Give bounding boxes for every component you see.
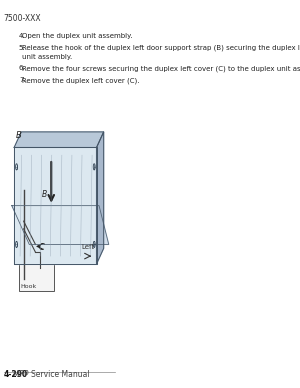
Text: unit assembly.: unit assembly.	[22, 54, 73, 60]
Text: B: B	[15, 131, 21, 140]
Polygon shape	[12, 206, 109, 244]
Text: Remove the duplex left cover (C).: Remove the duplex left cover (C).	[22, 77, 140, 84]
Text: 7500-XXX: 7500-XXX	[4, 14, 41, 23]
Polygon shape	[14, 132, 104, 147]
Text: Open the duplex unit assembly.: Open the duplex unit assembly.	[22, 33, 133, 39]
Text: B: B	[41, 190, 46, 199]
Text: Remove the four screws securing the duplex left cover (C) to the duplex unit ass: Remove the four screws securing the dupl…	[22, 66, 300, 72]
Text: Left: Left	[82, 244, 95, 250]
Text: 4-290: 4-290	[4, 371, 28, 379]
Text: Hook: Hook	[20, 284, 36, 289]
Polygon shape	[97, 132, 104, 264]
Text: C: C	[39, 243, 45, 252]
Text: Release the hook of the duplex left door support strap (B) securing the duplex l: Release the hook of the duplex left door…	[22, 45, 300, 51]
Text: 4.: 4.	[19, 33, 26, 39]
Polygon shape	[14, 147, 97, 264]
Bar	[19, 182, 54, 291]
Text: MFP Service Manual: MFP Service Manual	[13, 371, 90, 379]
Text: 5.: 5.	[19, 45, 26, 50]
Text: 7.: 7.	[19, 77, 26, 83]
Text: 6.: 6.	[19, 66, 26, 71]
